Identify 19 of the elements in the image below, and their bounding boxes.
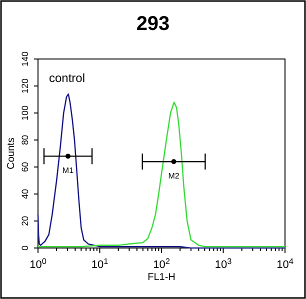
x-tick-label: 10$^{1}$	[91, 256, 109, 271]
x-tick-label: 10$^{0}$	[30, 256, 47, 271]
y-tick-label: 20	[20, 216, 30, 226]
y-tick-label: 80	[20, 134, 30, 146]
x-axis-title: FL1-H	[148, 272, 176, 283]
series-label: M2	[168, 172, 180, 181]
y-axis-title: Counts	[6, 138, 17, 170]
y-tick-label: 0	[20, 245, 30, 251]
x-tick-label: 10$^{2}$	[153, 256, 170, 271]
annotation: control	[49, 71, 86, 85]
x-tick-label: 10$^{4}$	[276, 256, 294, 271]
x-tick-label: 10$^{3}$	[214, 256, 232, 271]
chart-title: 293	[136, 13, 170, 35]
y-tick-label: 120	[20, 78, 30, 94]
y-tick-label: 100	[20, 105, 30, 121]
y-tick-label: 40	[20, 188, 30, 200]
y-tick-label: 140	[20, 51, 30, 67]
series-label: M1	[62, 166, 74, 176]
y-tick-label: 60	[20, 162, 30, 172]
